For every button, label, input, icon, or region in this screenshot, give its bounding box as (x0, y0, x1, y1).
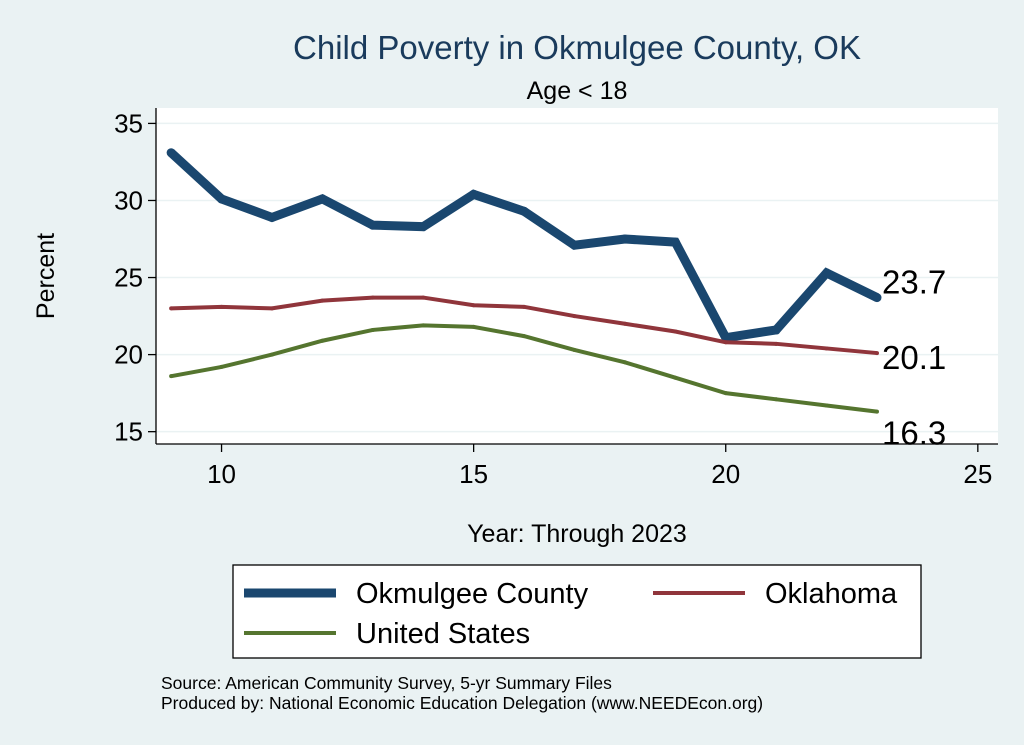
data-point (471, 324, 476, 329)
data-point (320, 338, 325, 343)
data-point (421, 295, 426, 300)
source-note: Source: American Community Survey, 5-yr … (161, 673, 612, 693)
data-point (469, 189, 479, 199)
data-point (824, 403, 829, 408)
data-point (622, 321, 627, 326)
data-point (269, 306, 274, 311)
data-point (774, 341, 779, 346)
x-tick-label: 20 (711, 459, 740, 489)
data-point (824, 346, 829, 351)
data-point (169, 306, 174, 311)
x-tick-label: 10 (207, 459, 236, 489)
end-value-label: 16.3 (882, 415, 946, 452)
end-value-label: 20.1 (882, 339, 946, 376)
data-point (569, 240, 579, 250)
data-point (169, 374, 174, 379)
data-point (723, 340, 728, 345)
data-point (673, 375, 678, 380)
plot-area (156, 108, 998, 444)
data-point (217, 194, 227, 204)
data-point (673, 329, 678, 334)
data-point (622, 360, 627, 365)
data-point (874, 351, 879, 356)
y-tick-label: 15 (114, 417, 143, 447)
x-axis-label: Year: Through 2023 (467, 520, 687, 548)
legend-label: United States (356, 618, 530, 650)
data-point (421, 323, 426, 328)
data-point (822, 268, 832, 278)
legend-box (232, 564, 922, 659)
y-tick-label: 30 (114, 185, 143, 215)
chart-title: Child Poverty in Okmulgee County, OK (293, 29, 861, 66)
data-point (723, 391, 728, 396)
data-point (572, 314, 577, 319)
data-point (267, 212, 277, 222)
x-tick-label: 25 (963, 459, 992, 489)
data-point (670, 237, 680, 247)
end-value-label: 23.7 (882, 264, 946, 301)
data-point (370, 327, 375, 332)
producer-note: Produced by: National Economic Education… (161, 693, 763, 713)
data-point (320, 298, 325, 303)
y-tick-label: 35 (114, 108, 143, 138)
legend-label: Oklahoma (765, 578, 898, 610)
y-tick-label: 25 (114, 263, 143, 293)
data-point (519, 206, 529, 216)
x-tick-label: 15 (459, 459, 488, 489)
axes: 15 20 25 30 35 10 15 20 25 (114, 108, 998, 489)
chart-subtitle: Age < 18 (527, 77, 628, 105)
data-point (522, 334, 527, 339)
legend-label: Okmulgee County (356, 578, 589, 610)
data-point (774, 397, 779, 402)
data-point (370, 295, 375, 300)
series-lines (166, 148, 882, 414)
y-tick-label: 20 (114, 340, 143, 370)
legend: Okmulgee County Oklahoma United States (244, 578, 898, 650)
data-point (620, 234, 630, 244)
data-point (572, 347, 577, 352)
data-point (166, 148, 176, 158)
data-point (874, 409, 879, 414)
data-point (522, 304, 527, 309)
data-point (471, 303, 476, 308)
data-point (872, 293, 882, 303)
gridlines (156, 122, 998, 433)
data-point (219, 364, 224, 369)
data-point (219, 304, 224, 309)
data-point (771, 325, 781, 335)
end-labels: 23.7 20.1 16.3 (882, 264, 946, 452)
data-point (418, 222, 428, 232)
y-axis-label: Percent (32, 233, 60, 319)
data-point (368, 220, 378, 230)
data-point (317, 194, 327, 204)
data-point (269, 352, 274, 357)
